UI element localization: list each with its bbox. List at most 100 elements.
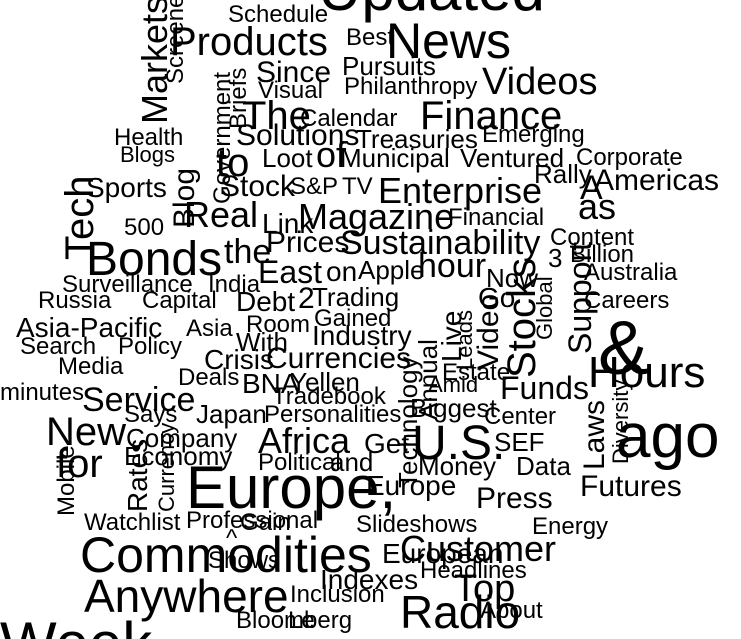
word: Funds xyxy=(500,370,589,406)
word: Media xyxy=(58,353,124,380)
word: Biggest xyxy=(410,393,497,423)
word: U.S. xyxy=(412,417,506,470)
word: Political xyxy=(258,449,341,476)
word: Content xyxy=(550,224,635,251)
word: India xyxy=(208,271,261,298)
word: Search xyxy=(20,333,97,360)
word: Schedule xyxy=(228,1,329,28)
word: With xyxy=(236,327,288,357)
word: Gain xyxy=(240,509,291,536)
word: Mobile xyxy=(53,445,80,516)
word: for xyxy=(56,442,103,486)
word: Sustainability xyxy=(340,224,541,262)
word: Japan xyxy=(196,399,267,429)
word: Solutions xyxy=(236,119,360,152)
word: Russia xyxy=(38,287,112,314)
word: Calendar xyxy=(300,105,398,132)
word: hour xyxy=(418,247,487,285)
word: Tradebook xyxy=(272,383,386,410)
word: Hours xyxy=(588,348,706,397)
word: SEF xyxy=(494,427,545,457)
word: Asia xyxy=(186,315,233,342)
word: of xyxy=(316,134,347,175)
word: Service xyxy=(82,381,196,419)
word: minutes xyxy=(0,379,85,406)
word: Get xyxy=(364,428,410,459)
word: Real xyxy=(184,194,259,235)
word: Says xyxy=(124,401,178,428)
word: Amid xyxy=(428,372,479,397)
word: the xyxy=(224,233,272,271)
word: Financial xyxy=(448,204,545,231)
word: Commodities xyxy=(80,527,372,583)
word: BNA xyxy=(242,368,300,399)
word: Sports xyxy=(86,172,167,203)
word: Week xyxy=(0,614,152,639)
word: Radio xyxy=(400,586,521,638)
word: Blogs xyxy=(120,142,176,167)
word: Center xyxy=(484,403,557,430)
word: and xyxy=(330,447,374,477)
word: Pursuits xyxy=(342,51,436,81)
word: Press xyxy=(476,482,553,515)
word: Industry xyxy=(312,320,412,351)
word: Personalities xyxy=(264,401,402,428)
word: Futures xyxy=(580,470,682,503)
word: Policy xyxy=(118,333,183,360)
word: Careers xyxy=(584,287,670,314)
word: Ventured xyxy=(460,143,565,173)
word: Room xyxy=(246,311,311,338)
word: Capital xyxy=(142,287,217,314)
word: Currencies xyxy=(266,342,412,375)
word: Debt xyxy=(236,286,296,317)
word: Treasuries xyxy=(356,124,478,154)
word: Now xyxy=(486,263,539,293)
word: Corporate xyxy=(576,144,683,171)
word: Money xyxy=(418,451,497,481)
word: TV xyxy=(342,173,373,200)
word: Videos xyxy=(482,61,598,103)
word: Top xyxy=(454,568,516,610)
word: Inclusion xyxy=(290,581,385,608)
word: Estate xyxy=(442,359,511,386)
word: Asia-Pacific xyxy=(16,312,163,343)
word: Africa xyxy=(258,420,351,461)
word: 2 xyxy=(298,282,315,315)
word: About xyxy=(480,597,543,624)
word: Currency xyxy=(154,422,179,512)
word: 500 xyxy=(124,214,165,241)
word: East xyxy=(258,254,323,290)
word: Customer xyxy=(400,528,557,569)
word: Link xyxy=(262,208,314,239)
word: Products xyxy=(170,20,328,64)
word: Emerging xyxy=(482,121,585,148)
word: Billion xyxy=(570,241,635,268)
word: as xyxy=(578,186,617,227)
word: Le xyxy=(288,607,315,634)
word: News xyxy=(386,13,512,69)
word: Since xyxy=(256,56,332,89)
word: Laws xyxy=(578,399,611,470)
word: Visual xyxy=(258,77,323,104)
word: The xyxy=(242,94,311,138)
word: Health xyxy=(114,124,184,151)
word: Company xyxy=(126,423,238,453)
word: Headlines xyxy=(420,557,527,584)
word: Slideshows xyxy=(356,511,478,538)
word: Australia xyxy=(584,259,678,286)
word: Finance xyxy=(420,94,563,138)
word: Municipal xyxy=(340,143,450,173)
word: Surveillance xyxy=(62,271,193,298)
word: Trading xyxy=(312,282,400,312)
word: on xyxy=(326,256,358,287)
word: Philanthropy xyxy=(344,73,478,100)
word: Rates xyxy=(122,438,153,512)
word: Data xyxy=(516,451,571,481)
word: Screener xyxy=(162,0,189,84)
word: Bonds xyxy=(86,233,223,286)
word: Energy xyxy=(532,513,609,540)
word: Shows xyxy=(208,547,281,574)
word: Go xyxy=(478,282,516,313)
word: Indexes xyxy=(320,564,419,595)
word: Economy xyxy=(124,441,233,471)
